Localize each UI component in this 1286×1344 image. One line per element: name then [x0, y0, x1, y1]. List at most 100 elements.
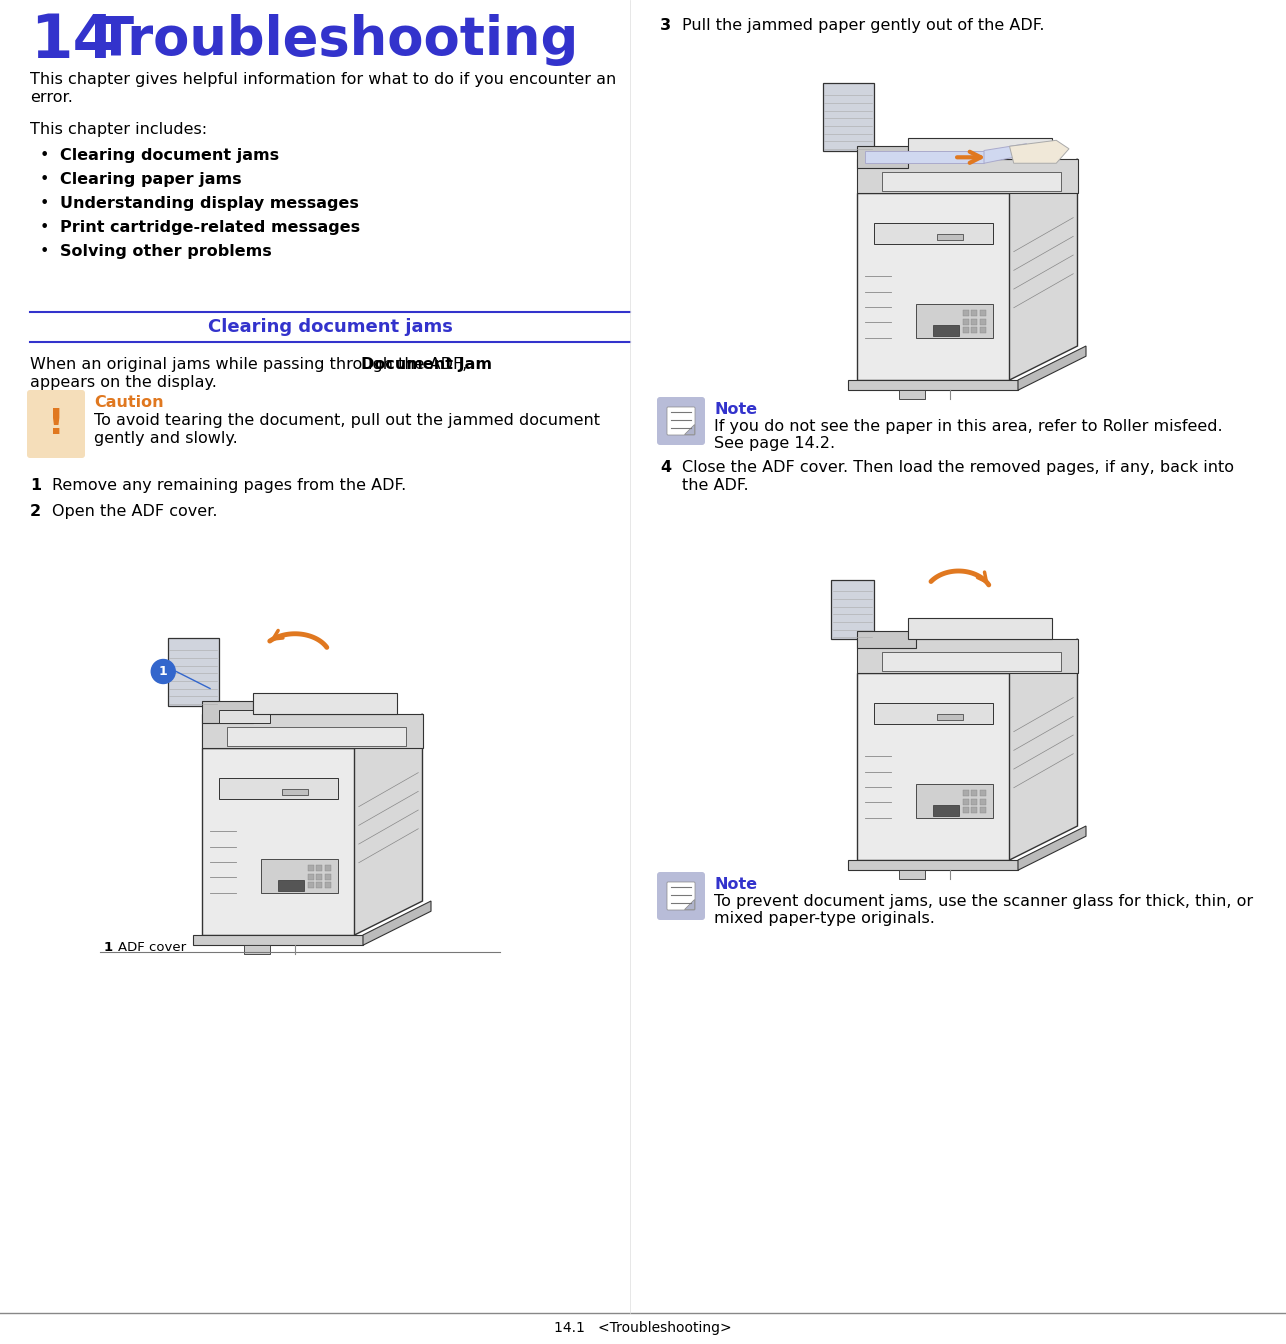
- Text: mixed paper-type originals.: mixed paper-type originals.: [714, 911, 935, 926]
- Text: 3: 3: [660, 17, 671, 34]
- Text: See page 14.2.: See page 14.2.: [714, 435, 835, 452]
- Polygon shape: [316, 866, 323, 871]
- Polygon shape: [856, 630, 916, 648]
- Text: Pull the jammed paper gently out of the ADF.: Pull the jammed paper gently out of the …: [682, 17, 1044, 34]
- Polygon shape: [219, 710, 270, 723]
- Polygon shape: [937, 714, 963, 720]
- Text: Troubleshooting: Troubleshooting: [98, 13, 579, 66]
- Polygon shape: [980, 798, 985, 805]
- Polygon shape: [873, 703, 993, 724]
- Polygon shape: [908, 618, 1052, 638]
- Text: Close the ADF cover. Then load the removed pages, if any, back into: Close the ADF cover. Then load the remov…: [682, 460, 1235, 474]
- Polygon shape: [971, 808, 977, 813]
- Polygon shape: [847, 860, 1019, 870]
- Polygon shape: [934, 805, 958, 816]
- Text: •: •: [40, 220, 49, 235]
- Text: Solving other problems: Solving other problems: [60, 245, 271, 259]
- Polygon shape: [823, 82, 873, 151]
- Polygon shape: [282, 789, 307, 794]
- Text: Note: Note: [714, 878, 757, 892]
- Polygon shape: [963, 310, 968, 316]
- Polygon shape: [865, 151, 984, 163]
- FancyBboxPatch shape: [657, 872, 705, 921]
- Polygon shape: [916, 304, 993, 337]
- Polygon shape: [316, 874, 323, 880]
- Polygon shape: [278, 880, 303, 891]
- Text: •: •: [40, 148, 49, 163]
- Polygon shape: [856, 194, 1010, 380]
- Polygon shape: [971, 310, 977, 316]
- Text: !: !: [48, 407, 64, 441]
- Text: the ADF.: the ADF.: [682, 478, 748, 493]
- Polygon shape: [307, 882, 314, 888]
- Text: 4: 4: [660, 460, 671, 474]
- Polygon shape: [193, 935, 363, 945]
- Text: Clearing paper jams: Clearing paper jams: [60, 172, 242, 187]
- Text: Open the ADF cover.: Open the ADF cover.: [51, 504, 217, 519]
- Text: gently and slowly.: gently and slowly.: [94, 431, 238, 446]
- Polygon shape: [847, 380, 1019, 390]
- Polygon shape: [244, 945, 270, 954]
- Polygon shape: [856, 146, 908, 168]
- Polygon shape: [971, 328, 977, 333]
- Polygon shape: [899, 390, 925, 399]
- Text: error.: error.: [30, 90, 73, 105]
- Text: Document Jam: Document Jam: [361, 358, 493, 372]
- Text: To prevent document jams, use the scanner glass for thick, thin, or: To prevent document jams, use the scanne…: [714, 894, 1253, 909]
- Text: •: •: [40, 196, 49, 211]
- Polygon shape: [934, 325, 958, 336]
- Polygon shape: [856, 673, 1010, 860]
- Polygon shape: [202, 714, 423, 749]
- Polygon shape: [831, 579, 873, 638]
- Polygon shape: [908, 137, 1052, 159]
- Polygon shape: [167, 637, 219, 706]
- Polygon shape: [1019, 827, 1085, 870]
- Polygon shape: [1010, 638, 1078, 860]
- Polygon shape: [856, 159, 1078, 194]
- Text: This chapter gives helpful information for what to do if you encounter an: This chapter gives helpful information f…: [30, 73, 616, 87]
- Polygon shape: [984, 144, 1026, 163]
- Polygon shape: [971, 798, 977, 805]
- Text: Note: Note: [714, 402, 757, 417]
- Polygon shape: [980, 808, 985, 813]
- Polygon shape: [202, 714, 355, 749]
- Text: 14: 14: [30, 12, 114, 71]
- Text: Clearing document jams: Clearing document jams: [207, 319, 453, 336]
- Text: When an original jams while passing through the ADF,: When an original jams while passing thro…: [30, 358, 472, 372]
- Text: •: •: [40, 245, 49, 259]
- Text: Understanding display messages: Understanding display messages: [60, 196, 359, 211]
- Polygon shape: [219, 778, 337, 798]
- Polygon shape: [261, 859, 337, 892]
- Text: 1: 1: [30, 478, 41, 493]
- Polygon shape: [1019, 345, 1085, 390]
- Polygon shape: [856, 638, 1078, 673]
- Polygon shape: [684, 899, 694, 909]
- Polygon shape: [363, 900, 431, 945]
- Polygon shape: [202, 702, 252, 723]
- Text: 1: 1: [104, 941, 113, 954]
- Text: appears on the display.: appears on the display.: [30, 375, 217, 390]
- Polygon shape: [963, 808, 968, 813]
- Polygon shape: [202, 749, 355, 935]
- Polygon shape: [684, 423, 694, 434]
- Circle shape: [152, 660, 175, 684]
- Text: 1: 1: [159, 665, 167, 677]
- Polygon shape: [971, 319, 977, 325]
- Polygon shape: [307, 866, 314, 871]
- Polygon shape: [1010, 140, 1069, 163]
- Polygon shape: [963, 328, 968, 333]
- Polygon shape: [316, 882, 323, 888]
- Polygon shape: [228, 727, 405, 746]
- FancyBboxPatch shape: [657, 396, 705, 445]
- Polygon shape: [1010, 159, 1078, 380]
- Polygon shape: [916, 784, 993, 817]
- Text: To avoid tearing the document, pull out the jammed document: To avoid tearing the document, pull out …: [94, 413, 601, 427]
- Polygon shape: [937, 234, 963, 239]
- Text: Remove any remaining pages from the ADF.: Remove any remaining pages from the ADF.: [51, 478, 406, 493]
- Polygon shape: [325, 874, 331, 880]
- Text: •: •: [40, 172, 49, 187]
- Text: Print cartridge-related messages: Print cartridge-related messages: [60, 220, 360, 235]
- FancyBboxPatch shape: [667, 882, 694, 910]
- Polygon shape: [899, 870, 925, 879]
- Polygon shape: [882, 652, 1061, 671]
